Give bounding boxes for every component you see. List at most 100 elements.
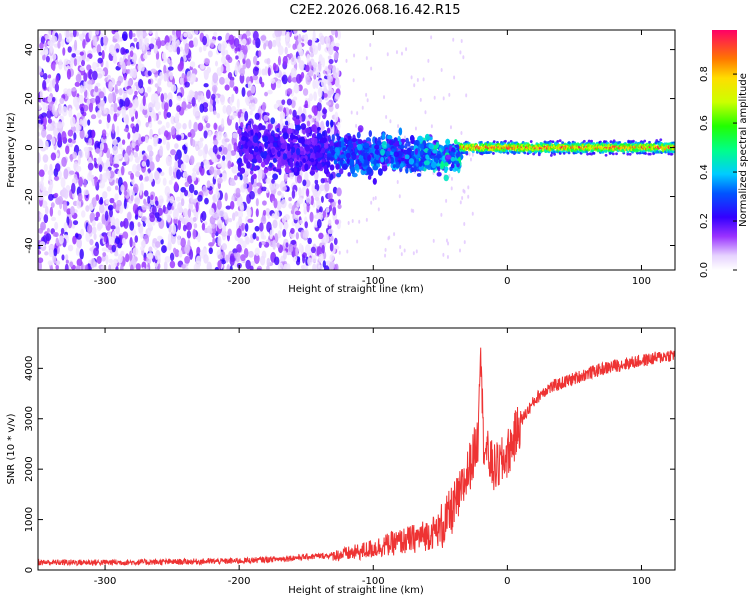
spectrogram-cell	[190, 192, 194, 204]
spectrogram-cell	[202, 185, 207, 193]
spectrogram-cell	[262, 135, 269, 143]
spectrogram-cell	[143, 53, 148, 60]
spectrogram-cell	[44, 34, 49, 40]
spectrogram-cell	[131, 126, 137, 134]
spectrogram-cell	[44, 140, 49, 150]
spectrogram-cell	[83, 189, 90, 196]
spectrogram-cell	[213, 31, 218, 37]
spectrogram-cell	[173, 247, 177, 254]
spectrogram-cell	[155, 31, 159, 40]
spectrogram-cell	[356, 111, 359, 116]
spectrogram-cell	[335, 163, 340, 170]
spectrogram-cell	[467, 194, 470, 199]
spectrogram-cell	[430, 35, 433, 40]
spectrogram-cell	[322, 108, 328, 115]
spectrogram-cell	[184, 244, 190, 254]
spectrogram-cell	[300, 136, 305, 145]
spectrogram-cell	[167, 202, 172, 211]
spectrogram-cell	[280, 143, 287, 150]
spectrogram-cell	[193, 37, 199, 48]
spectrogram-cell	[393, 151, 400, 158]
spectrogram-cell	[289, 53, 293, 59]
spectrogram-cell	[270, 147, 275, 154]
spectrogram-cell	[304, 163, 309, 172]
spectrogram-cell	[338, 250, 341, 255]
spectrogram-cell	[223, 212, 229, 220]
spectrogram-cell	[74, 96, 80, 107]
spectrogram-cell	[49, 206, 54, 217]
spectrogram-cell	[229, 76, 235, 82]
spectrogram-cell	[171, 30, 176, 36]
spectrogram-cell	[313, 107, 318, 117]
spectrogram-cell	[99, 173, 103, 182]
spectrogram-cell	[395, 50, 398, 55]
spectrogram-cell	[254, 112, 260, 120]
spectrogram-cell	[113, 163, 120, 168]
spectrogram-cell	[61, 254, 65, 261]
spectrogram-cell	[408, 158, 415, 165]
spectrogram-cell	[387, 236, 390, 241]
spectrogram-cell	[298, 187, 302, 197]
spectrogram-cell	[91, 220, 96, 227]
spectrogram-cell	[247, 218, 254, 224]
spectrogram-cell	[78, 33, 83, 40]
spectrogram-cell	[385, 150, 391, 157]
spectrogram-cell	[199, 63, 205, 70]
spectrogram-cell	[337, 203, 342, 210]
spectrogram-cell	[334, 111, 339, 123]
spectrogram-cell	[373, 158, 377, 166]
spectrogram-cell	[147, 253, 154, 259]
spectrogram-cell	[356, 131, 361, 139]
spectrogram-cell	[97, 222, 103, 230]
spectrogram-cell	[212, 140, 219, 145]
spectrogram-cell	[57, 209, 62, 216]
spectrogram-cell	[394, 140, 399, 147]
spectrogram-cell	[42, 54, 46, 61]
spectrogram-cell	[235, 122, 239, 131]
spectrogram-cell	[529, 140, 533, 143]
spectrogram-cell	[272, 39, 277, 48]
spectrogram-cell	[133, 37, 138, 42]
spectrogram-cell	[65, 145, 70, 155]
spectrogram-cell	[66, 88, 72, 97]
spectrogram-cell	[302, 254, 306, 264]
spectrogram-cell	[171, 224, 177, 235]
spectrogram-cell	[280, 193, 285, 199]
spectrogram-cell	[286, 88, 293, 95]
spectrogram-cell	[145, 121, 149, 128]
spectrogram-cell	[38, 131, 41, 137]
spectrogram-cell	[160, 171, 165, 177]
spectrogram-cell	[169, 260, 176, 269]
spectrogram-cell	[292, 43, 297, 50]
spectrogram-cell	[51, 136, 56, 146]
spectrogram-cell	[320, 177, 325, 184]
spectrogram-cell	[43, 214, 49, 224]
spectrogram-cell	[76, 238, 83, 249]
spectrogram-cell	[170, 233, 177, 245]
spectrogram-cell	[76, 57, 80, 66]
spectrogram-cell	[61, 106, 68, 117]
spectrogram-cell	[57, 40, 61, 49]
spectrogram-cell	[294, 210, 301, 216]
spectrogram-cell	[97, 157, 103, 164]
spectrogram-cell	[462, 55, 465, 60]
spectrogram-cell	[72, 151, 78, 159]
spectrogram-cell	[203, 130, 208, 139]
spectrogram-cell	[398, 127, 403, 136]
spectrogram-cell	[266, 265, 270, 270]
spectrogram-cell	[268, 135, 274, 144]
spectrogram-cell	[125, 114, 130, 125]
spectrogram-cell	[79, 248, 84, 260]
spectrogram-cell	[285, 30, 292, 33]
spectrogram-cell	[188, 119, 192, 130]
spectrogram-cell	[416, 77, 419, 82]
spectrogram-cell	[48, 83, 53, 93]
spectrogram-cell	[273, 209, 280, 220]
spectrogram-cell	[79, 118, 83, 125]
spectrogram-cell	[227, 228, 232, 237]
spectrogram-cell	[147, 78, 152, 85]
spectrogram-cell	[232, 132, 238, 139]
spectrogram-cell	[53, 175, 60, 181]
spectrogram-cell	[292, 96, 298, 101]
spectrogram-cell	[255, 198, 259, 207]
